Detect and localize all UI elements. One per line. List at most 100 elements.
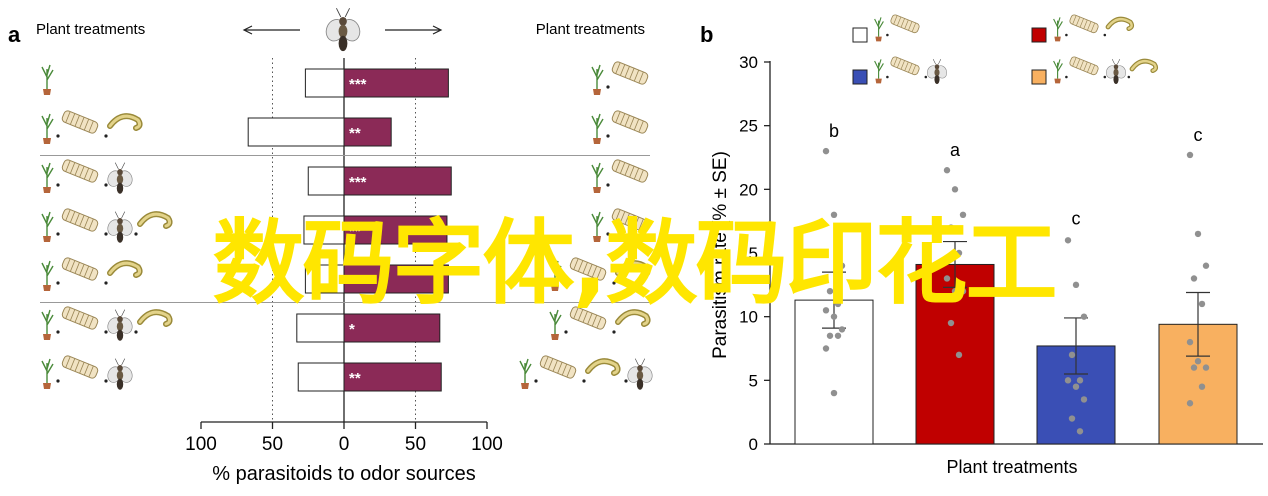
legend-icons (874, 56, 948, 85)
bar-left (307, 166, 345, 196)
y-tick-label: 20 (739, 180, 758, 199)
panel-a: a Plant treatments Plant treatments *** *… (8, 8, 653, 485)
caterpillar-frass-icon (61, 159, 99, 183)
bar-left (303, 215, 345, 245)
separator-dot (606, 85, 610, 89)
caterpillar-frass-icon (569, 306, 607, 330)
data-point (822, 147, 830, 155)
data-point (947, 319, 955, 327)
plant-icon (41, 358, 54, 389)
data-point (1186, 338, 1194, 346)
separator-dot (56, 330, 60, 334)
panel-a-letter: a (8, 22, 21, 47)
data-point (951, 288, 959, 295)
data-point (834, 332, 842, 339)
direction-arrows (242, 25, 443, 35)
parasitoid-wasp-icon (107, 358, 133, 390)
data-point (1076, 428, 1084, 435)
parasitoid-wasp-icon (926, 58, 948, 85)
data-point (822, 345, 830, 352)
caterpillar-icon (107, 260, 143, 278)
panel-b: b 0 5 10 15 20 25 30 b a c c Parasitism rate (% ±… (680, 0, 1268, 491)
data-point (955, 249, 963, 257)
significance-label: ** (349, 125, 361, 142)
separator-dot (606, 183, 610, 187)
y-tick-label: 25 (739, 117, 758, 136)
caterpillar-frass-icon (611, 61, 649, 85)
right-header: Plant treatments (536, 21, 645, 38)
caterpillar-frass-icon (569, 257, 607, 281)
caterpillar-frass-icon (61, 208, 99, 232)
separator-dot (582, 379, 586, 383)
data-point (830, 313, 838, 320)
plant-icon (874, 17, 884, 42)
caterpillar-icon (615, 260, 651, 278)
legend-icons (1053, 14, 1135, 42)
plant-icon (1053, 17, 1063, 42)
separator-dot (1103, 33, 1107, 37)
plant-icon (591, 162, 604, 193)
plant-icon (549, 309, 562, 340)
bar-left (304, 264, 345, 294)
caterpillar-icon (137, 309, 173, 327)
separator-dot (104, 330, 108, 334)
separator-dot (104, 134, 108, 138)
legend-swatch (852, 27, 868, 43)
bar-right (343, 362, 442, 392)
plant-icon (41, 113, 54, 144)
caterpillar-frass-icon (61, 110, 99, 134)
bar-right (343, 215, 448, 245)
data-point (1198, 383, 1206, 390)
data-point (1068, 415, 1076, 422)
legend-swatch (1031, 69, 1047, 85)
separator-dot (612, 281, 616, 285)
significance-letter: b (829, 121, 839, 141)
caterpillar-frass-icon (61, 306, 99, 330)
y-tick-label: 0 (749, 435, 758, 454)
caterpillar-frass-icon (1069, 56, 1099, 76)
x-tick-label: 0 (339, 434, 350, 455)
separator-dot (564, 281, 568, 285)
caterpillar-frass-icon (611, 208, 649, 232)
significance-letter: c (1194, 125, 1203, 145)
data-point (822, 307, 830, 314)
left-header: Plant treatments (36, 21, 145, 38)
legend-icons (1053, 56, 1159, 85)
x-tick-label: 100 (471, 434, 503, 455)
data-point (1072, 383, 1080, 390)
separator-dot (56, 134, 60, 138)
caterpillar-frass-icon (890, 14, 920, 34)
y-tick-label: 5 (749, 371, 758, 390)
caterpillar-frass-icon (61, 257, 99, 281)
data-point (826, 332, 834, 339)
significance-label: *** (349, 76, 367, 93)
plant-icon (41, 260, 54, 291)
data-point (1186, 400, 1194, 407)
data-point (1194, 358, 1202, 365)
data-point (826, 288, 834, 295)
y-axis-label: Parasitism rate (% ± SE) (710, 151, 731, 359)
data-point (1202, 364, 1210, 371)
parasitoid-wasp-icon (107, 162, 133, 194)
separator-dot (134, 232, 138, 236)
separator-dot (1065, 75, 1068, 79)
separator-dot (534, 379, 538, 383)
separator-dot (56, 232, 60, 236)
data-point (1198, 300, 1206, 308)
caterpillar-frass-icon (61, 355, 99, 379)
y-tick-label: 15 (739, 244, 758, 263)
legend-swatch (852, 69, 868, 85)
significance-label: * (349, 321, 355, 338)
caterpillar-icon (615, 309, 651, 327)
bar-right (343, 117, 392, 147)
separator-dot (606, 232, 610, 236)
data-point (1080, 313, 1088, 320)
separator-dot (612, 330, 616, 334)
y-tick-label: 30 (739, 53, 758, 72)
caterpillar-frass-icon (611, 159, 649, 183)
x-axis-label: Plant treatments (946, 457, 1077, 477)
separator-dot (924, 75, 928, 79)
legend-icons (874, 14, 920, 42)
plant-icon (591, 64, 604, 95)
separator-dot (134, 330, 138, 334)
